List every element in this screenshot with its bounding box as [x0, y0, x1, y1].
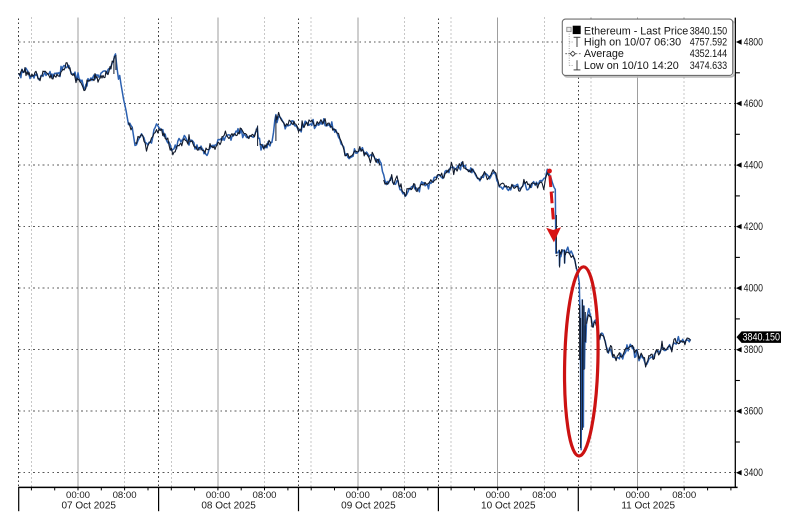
svg-text:08:00: 08:00 [392, 490, 416, 501]
svg-text:4600: 4600 [744, 98, 763, 110]
svg-text:4000: 4000 [744, 283, 763, 295]
svg-text:08:00: 08:00 [252, 490, 276, 501]
svg-text:07 Oct 2025: 07 Oct 2025 [61, 501, 116, 512]
svg-text:3800: 3800 [744, 344, 763, 356]
svg-text:08 Oct 2025: 08 Oct 2025 [201, 501, 256, 512]
svg-text:3840.150: 3840.150 [690, 25, 728, 37]
svg-text:4757.592: 4757.592 [690, 36, 728, 48]
svg-text:4400: 4400 [744, 160, 763, 172]
svg-text:3400: 3400 [744, 467, 763, 479]
svg-text:00:00: 00:00 [206, 490, 230, 501]
svg-text:4200: 4200 [744, 221, 763, 233]
svg-text:00:00: 00:00 [486, 490, 510, 501]
svg-text:4800: 4800 [744, 36, 763, 48]
svg-text:Average: Average [584, 48, 624, 60]
svg-text:4352.144: 4352.144 [690, 48, 728, 60]
svg-text:00:00: 00:00 [66, 490, 90, 501]
svg-text:10 Oct 2025: 10 Oct 2025 [481, 501, 536, 512]
svg-text:Ethereum - Last Price: Ethereum - Last Price [584, 25, 688, 37]
svg-text:3840.150: 3840.150 [743, 332, 781, 344]
svg-text:3474.633: 3474.633 [690, 60, 728, 72]
svg-text:08:00: 08:00 [532, 490, 556, 501]
svg-text:Low on 10/10 14:20: Low on 10/10 14:20 [584, 60, 679, 72]
svg-text:08:00: 08:00 [113, 490, 137, 501]
svg-text:08:00: 08:00 [672, 490, 696, 501]
svg-text:3600: 3600 [744, 406, 763, 418]
svg-text:High on 10/07 06:30: High on 10/07 06:30 [584, 36, 681, 48]
svg-text:00:00: 00:00 [346, 490, 370, 501]
svg-text:09 Oct 2025: 09 Oct 2025 [341, 501, 396, 512]
svg-text:00:00: 00:00 [626, 490, 650, 501]
svg-text:11 Oct 2025: 11 Oct 2025 [621, 501, 675, 512]
